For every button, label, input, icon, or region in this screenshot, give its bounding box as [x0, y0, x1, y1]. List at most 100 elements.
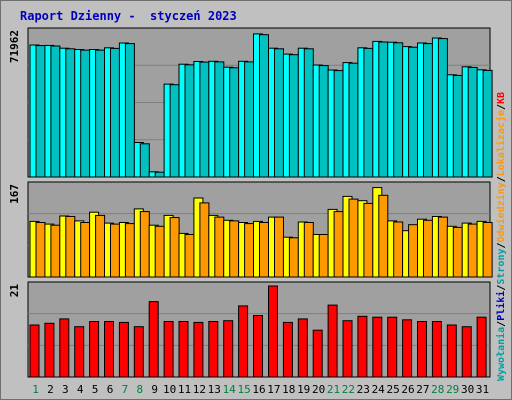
- bar-odwiedziny-day-3: [65, 216, 76, 278]
- bar-pliki-day-27: [423, 43, 433, 178]
- bar-kb-day-30: [461, 326, 472, 378]
- day-label-17: 17: [267, 383, 280, 396]
- bar-pliki-day-30: [467, 66, 478, 178]
- bar-odwiedziny-day-15: [244, 223, 255, 278]
- bar-pliki-day-8: [139, 143, 150, 178]
- bar-odwiedziny-day-26: [408, 224, 419, 278]
- bar-kb-day-28: [431, 321, 442, 378]
- bar-kb-day-18: [282, 321, 293, 378]
- bar-kb-day-16: [253, 315, 263, 378]
- day-label-5: 5: [92, 383, 99, 396]
- day-label-22: 22: [342, 383, 355, 396]
- bar-pliki-day-14: [229, 67, 240, 178]
- legend-entry: Pliki: [495, 291, 507, 321]
- bar-odwiedziny-day-25: [393, 221, 404, 278]
- day-label-20: 20: [312, 383, 325, 396]
- day-label-24: 24: [372, 383, 386, 396]
- bar-pliki-day-9: [154, 171, 165, 178]
- bar-pliki-day-29: [452, 74, 463, 178]
- bar-odwiedziny-day-24: [378, 194, 389, 278]
- right-legend: Wywołania/Pliki/Strony/Odwiedziny/Lokali…: [495, 92, 507, 381]
- bar-odwiedziny-day-8: [139, 211, 150, 278]
- day-label-9: 9: [151, 383, 158, 396]
- bar-kb-day-22: [342, 320, 353, 378]
- bar-odwiedziny-day-21: [333, 211, 344, 278]
- day-label-30: 30: [461, 383, 474, 396]
- bar-pliki-day-31: [482, 69, 493, 178]
- day-label-12: 12: [193, 383, 206, 396]
- bar-kb-day-27: [417, 321, 427, 378]
- legend-entry: /: [496, 285, 507, 291]
- bar-odwiedziny-day-1: [35, 222, 46, 278]
- bar-pliki-day-5: [95, 49, 106, 178]
- bar-kb-day-8: [133, 326, 144, 378]
- bar-odwiedziny-day-18: [288, 237, 299, 278]
- bar-pliki-day-24: [378, 41, 389, 178]
- bar-kb-day-13: [208, 321, 219, 378]
- bar-pliki-day-2: [50, 45, 61, 178]
- bar-odwiedziny-day-4: [80, 222, 91, 278]
- bar-kb-day-7: [118, 321, 129, 378]
- bar-odwiedziny-day-19: [303, 222, 314, 278]
- y-max-label: 71962: [8, 30, 21, 63]
- bar-odwiedziny-day-13: [214, 216, 225, 278]
- legend-entry: /: [496, 104, 507, 110]
- day-label-7: 7: [122, 383, 129, 396]
- day-label-18: 18: [282, 383, 295, 396]
- bar-pliki-day-15: [244, 61, 255, 178]
- day-label-16: 16: [252, 383, 265, 396]
- bar-kb-day-1: [29, 324, 40, 378]
- bar-kb-day-29: [446, 324, 457, 378]
- bar-pliki-day-19: [303, 48, 314, 178]
- bar-odwiedziny-day-28: [437, 216, 448, 278]
- bar-kb-day-3: [59, 318, 70, 378]
- bar-pliki-day-1: [35, 45, 46, 178]
- day-label-27: 27: [416, 383, 429, 396]
- bar-kb-day-23: [357, 315, 368, 378]
- bar-odwiedziny-day-27: [423, 219, 433, 278]
- legend-entry: Lokalizacje: [495, 110, 507, 176]
- day-label-23: 23: [357, 383, 370, 396]
- bar-odwiedziny-day-16: [259, 222, 269, 278]
- bar-pliki-day-28: [437, 38, 448, 178]
- day-label-10: 10: [163, 383, 176, 396]
- day-label-31: 31: [476, 383, 489, 396]
- bar-kb-day-25: [387, 316, 398, 378]
- bar-pliki-day-17: [274, 48, 284, 178]
- bar-kb-day-2: [44, 322, 55, 378]
- bar-kb-day-26: [402, 319, 413, 378]
- bar-pliki-day-10: [169, 84, 180, 178]
- day-label-11: 11: [178, 383, 191, 396]
- bar-odwiedziny-day-22: [348, 198, 359, 278]
- bar-odwiedziny-day-6: [110, 223, 120, 278]
- bar-odwiedziny-day-2: [50, 224, 61, 278]
- legend-entry: Strony: [496, 249, 507, 285]
- bar-kb-day-31: [476, 316, 487, 378]
- bar-pliki-day-4: [80, 49, 91, 178]
- legend-entry: /: [496, 242, 507, 248]
- bar-odwiedziny-day-23: [363, 202, 374, 278]
- bar-kb-day-12: [193, 321, 204, 378]
- bar-odwiedziny-day-31: [482, 222, 493, 278]
- bar-pliki-day-21: [333, 70, 344, 178]
- y-max-label: 167: [8, 184, 21, 204]
- day-label-28: 28: [431, 383, 444, 396]
- day-label-13: 13: [208, 383, 221, 396]
- bar-kb-day-24: [372, 316, 383, 378]
- day-label-21: 21: [327, 383, 340, 396]
- bar-pliki-day-23: [363, 47, 374, 178]
- day-label-15: 15: [237, 383, 250, 396]
- bar-odwiedziny-day-17: [274, 216, 284, 278]
- bar-kb-day-11: [178, 321, 189, 378]
- bar-kb-day-20: [312, 329, 323, 378]
- bar-pliki-day-22: [348, 62, 359, 178]
- bar-kb-day-15: [238, 305, 249, 378]
- bar-odwiedziny-day-30: [467, 223, 478, 278]
- bar-pliki-day-6: [110, 47, 120, 178]
- bar-odwiedziny-day-9: [154, 225, 165, 278]
- day-label-19: 19: [297, 383, 310, 396]
- bar-pliki-day-3: [65, 48, 76, 178]
- legend-entry: /: [496, 176, 507, 182]
